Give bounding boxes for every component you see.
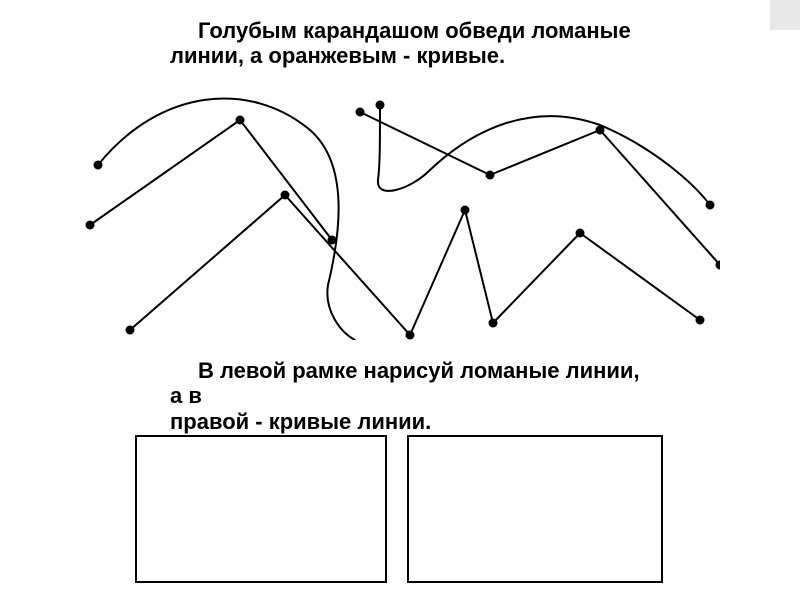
instruction-top: Голубым карандашом обведи ломаные линии,…: [170, 18, 650, 69]
instruction-top-line2: линии, а оранжевым - кривые.: [170, 43, 505, 68]
polyline-vertex-dot: [236, 116, 245, 125]
polyline-vertex-dot: [486, 171, 495, 180]
polyline-vertex-dot: [461, 206, 470, 215]
polyline-vertex-dot: [706, 201, 715, 210]
polyline-vertex-dot: [376, 101, 385, 110]
lines-figure: [80, 70, 720, 340]
drawing-boxes: [135, 435, 665, 585]
instruction-bottom: В левой рамке нарисуй ломаные линии, а в…: [170, 358, 650, 434]
polyline: [360, 112, 720, 265]
polyline: [90, 120, 332, 240]
curve: [378, 105, 710, 205]
polyline-vertex-dot: [406, 331, 415, 340]
polyline-vertex-dot: [126, 326, 135, 335]
instruction-bottom-line1: В левой рамке нарисуй ломаные линии, а в: [170, 358, 640, 408]
drawing-box-left: [135, 435, 387, 583]
worksheet-page: Голубым карандашом обведи ломаные линии,…: [0, 0, 800, 600]
instruction-top-line1: Голубым карандашом обведи ломаные: [198, 18, 631, 43]
instruction-bottom-line2: правой - кривые линии.: [170, 409, 431, 434]
polyline-vertex-dot: [489, 319, 498, 328]
polyline-vertex-dot: [94, 161, 103, 170]
lines-svg: [80, 70, 720, 340]
drawing-box-right: [407, 435, 663, 583]
scan-edge-artifact: [770, 0, 800, 30]
polyline-vertex-dot: [576, 229, 585, 238]
polyline-vertex-dot: [86, 221, 95, 230]
polyline-vertex-dot: [696, 316, 705, 325]
polyline-vertex-dot: [356, 108, 365, 117]
polyline: [130, 195, 700, 335]
polyline-vertex-dot: [281, 191, 290, 200]
